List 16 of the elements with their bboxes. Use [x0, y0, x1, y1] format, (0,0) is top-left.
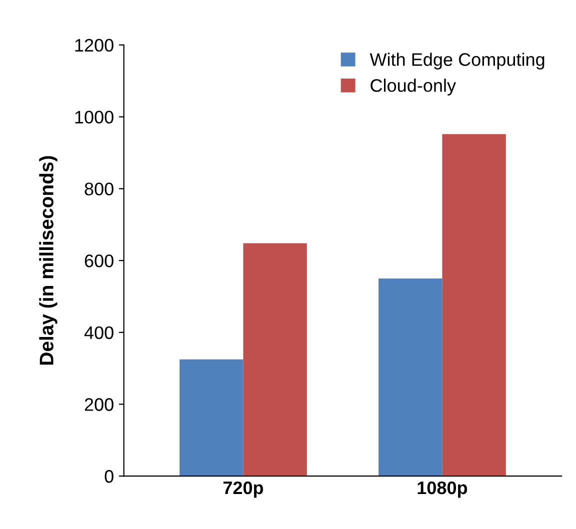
y-tick-label: 400 [84, 326, 114, 340]
y-tick-label: 1000 [75, 110, 114, 124]
bar [180, 359, 244, 476]
y-tick-label: 0 [104, 470, 114, 483]
bar [378, 278, 442, 476]
y-tick-label: 800 [84, 182, 114, 196]
y-axis-title: Delay (in milliseconds) [39, 156, 58, 365]
y-tick-label: 1200 [75, 38, 114, 52]
bar [243, 243, 307, 476]
x-tick-label: 720p [223, 481, 264, 498]
y-tick-label: 200 [84, 398, 114, 411]
legend-label: With Edge Computing [370, 52, 544, 70]
y-tick-label: 600 [84, 254, 114, 268]
x-tick-label: 1080p [418, 481, 468, 498]
legend-label: Cloud-only [370, 78, 456, 96]
bar [442, 134, 506, 476]
